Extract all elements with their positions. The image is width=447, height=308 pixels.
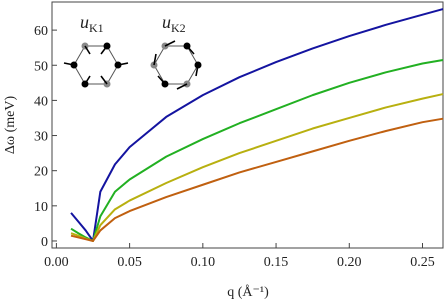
data-line — [70, 8, 444, 242]
y-tick-label: 50 — [34, 59, 48, 74]
y-tick-label: 30 — [34, 130, 48, 145]
x-tick-label: 0.20 — [337, 255, 362, 270]
y-tick-label: 20 — [34, 165, 48, 180]
y-tick-label: 10 — [34, 200, 48, 215]
inset-label: uK1 — [80, 12, 104, 35]
inset-k1 — [73, 45, 119, 85]
inset-label: uK2 — [162, 12, 186, 35]
y-tick-label: 60 — [34, 24, 48, 39]
x-tick-label: 0.10 — [191, 255, 216, 270]
x-tick-label: 0.00 — [44, 255, 69, 270]
data-line — [70, 117, 444, 242]
y-tick-label: 0 — [41, 235, 48, 250]
x-axis-label: q (Å⁻¹) — [227, 284, 269, 300]
inset-atoms — [63, 40, 202, 90]
plot-frame — [51, 1, 444, 249]
x-tick-label: 0.05 — [117, 255, 142, 270]
x-tick-label: 0.25 — [410, 255, 435, 270]
y-axis-label: Δω (meV) — [3, 96, 18, 155]
x-tick-label: 0.15 — [264, 255, 289, 270]
y-tick-label: 40 — [34, 94, 48, 109]
